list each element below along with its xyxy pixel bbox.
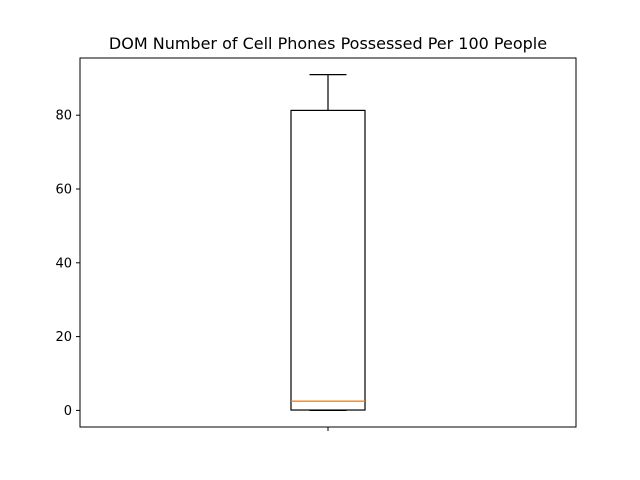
y-tick-label: 40: [55, 256, 72, 271]
axes-frame: [79, 57, 577, 428]
y-tick-label: 60: [55, 182, 72, 197]
y-tick-label: 80: [55, 109, 72, 124]
box-iqr: [290, 109, 366, 411]
plot-area: 0 20 40 60 80: [55, 74, 366, 431]
y-tick-label: 0: [64, 404, 72, 419]
chart-title: DOM Number of Cell Phones Possessed Per …: [109, 34, 547, 53]
y-tick-label: 20: [55, 330, 72, 345]
